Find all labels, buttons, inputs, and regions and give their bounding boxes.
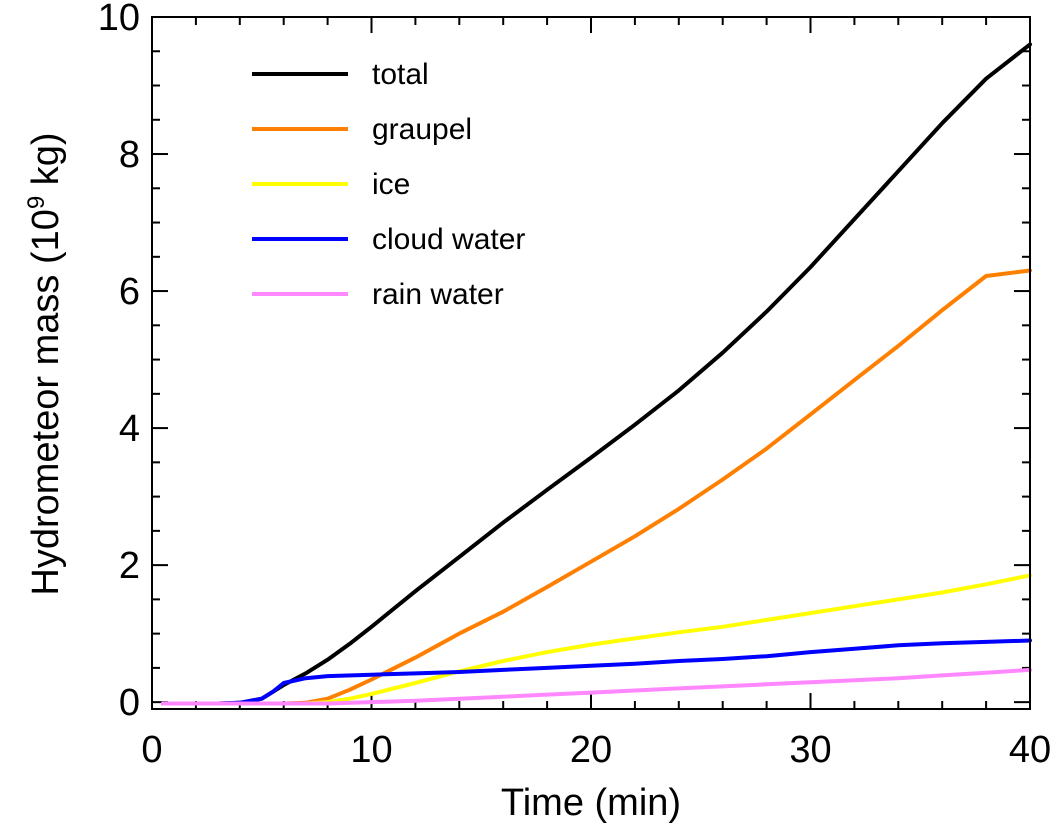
- legend-label-total: total: [372, 58, 429, 91]
- legend-label-ice: ice: [372, 168, 410, 201]
- y-tick-label: 10: [98, 0, 140, 39]
- y-axis-title-suffix: kg): [25, 132, 67, 195]
- series-line-rain-water: [161, 667, 1032, 706]
- y-axis-title: Hydrometeor mass (109 kg): [23, 132, 67, 595]
- legend: total graupel ice cloud water rain water: [252, 58, 525, 311]
- series-layer: [161, 42, 1032, 706]
- x-tick-label: 0: [141, 729, 162, 771]
- legend-label-graupel: graupel: [372, 113, 472, 146]
- x-tick-label: 30: [789, 729, 831, 771]
- series-line-cloud-water: [161, 638, 1032, 706]
- x-axis-title: Time (min): [501, 782, 681, 824]
- legend-label-cloud-water: cloud water: [372, 223, 525, 256]
- y-axis-title-exponent: 9: [23, 196, 50, 209]
- y-tick-label: 2: [119, 545, 140, 587]
- x-tick-label: 40: [1009, 729, 1051, 771]
- plot-frame: [151, 16, 1031, 710]
- series-line-ice: [161, 573, 1032, 706]
- y-axis-title-prefix: Hydrometeor mass (10: [25, 209, 67, 595]
- y-tick-label: 4: [119, 408, 140, 450]
- series-line-graupel: [161, 268, 1032, 706]
- y-tick-label: 0: [119, 682, 140, 724]
- y-tick-label: 8: [119, 134, 140, 176]
- x-tick-label: 10: [350, 729, 392, 771]
- ticks-layer: [151, 16, 1031, 709]
- y-tick-label: 6: [119, 271, 140, 313]
- tick-label-layer: 0 10 20 30 40 0 2 4 6 8 10: [98, 0, 1051, 771]
- x-tick-label: 20: [570, 729, 612, 771]
- series-line-total: [161, 42, 1032, 706]
- legend-label-rain-water: rain water: [372, 278, 504, 311]
